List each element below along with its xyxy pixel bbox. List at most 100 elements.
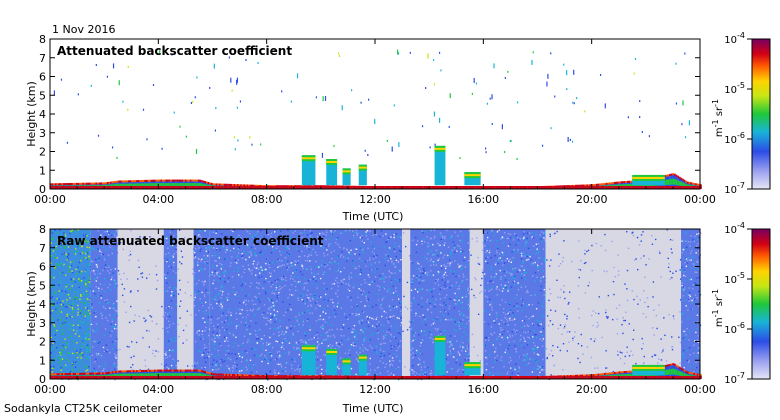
speckle xyxy=(255,322,257,324)
speckle xyxy=(352,305,354,308)
speckle xyxy=(275,280,278,283)
speckle xyxy=(349,354,351,356)
surface-layer xyxy=(305,186,307,189)
speckle xyxy=(382,286,385,288)
speckle xyxy=(201,333,203,336)
surface-layer xyxy=(417,186,419,189)
speckle xyxy=(233,251,235,253)
speckle xyxy=(225,270,227,273)
speckle xyxy=(271,282,273,284)
speckle xyxy=(439,232,442,235)
speckle xyxy=(63,357,65,359)
surface-layer xyxy=(649,186,652,189)
surface-layer xyxy=(87,186,90,189)
speckle xyxy=(247,339,249,341)
speckle xyxy=(233,229,235,232)
speckle xyxy=(180,250,183,252)
speckle xyxy=(201,269,203,271)
speckle xyxy=(218,334,221,336)
speckle xyxy=(194,284,197,287)
bl-top xyxy=(604,182,606,185)
surface-layer xyxy=(256,186,259,189)
speckle xyxy=(276,363,278,365)
surface-layer xyxy=(545,186,548,189)
speckle xyxy=(66,294,68,297)
speckle xyxy=(224,320,227,322)
speckle xyxy=(57,307,59,310)
speckle xyxy=(64,274,67,276)
speckle xyxy=(174,286,177,289)
speckle xyxy=(284,276,287,279)
speckle xyxy=(376,316,378,318)
speckle xyxy=(224,340,226,342)
speckle xyxy=(281,280,283,282)
speckle xyxy=(347,257,349,260)
surface-layer xyxy=(64,186,67,189)
speckle xyxy=(258,276,260,279)
speckle xyxy=(376,367,379,369)
surface-layer xyxy=(674,186,676,189)
bl-top xyxy=(254,184,257,187)
speckle xyxy=(53,323,55,326)
speckle xyxy=(96,277,99,279)
speckle xyxy=(85,358,88,360)
speckle xyxy=(296,241,299,243)
speckle xyxy=(85,290,88,292)
noise-segment xyxy=(177,229,194,379)
speckle xyxy=(201,258,203,261)
speckle xyxy=(267,360,270,362)
speckle xyxy=(383,281,385,283)
speckle xyxy=(228,369,231,372)
bl-top xyxy=(137,180,140,183)
speckle xyxy=(261,345,263,348)
noise-dot xyxy=(604,103,606,109)
noise-dot xyxy=(546,81,548,87)
speckle xyxy=(306,238,309,241)
speckle xyxy=(88,327,90,330)
noise-dot xyxy=(554,95,556,98)
speckle xyxy=(356,374,359,376)
speckle xyxy=(318,265,320,267)
speckle xyxy=(299,339,302,342)
noise-dot xyxy=(507,70,509,73)
speckle xyxy=(296,282,298,284)
speckle xyxy=(327,347,329,349)
speckle xyxy=(138,266,140,268)
speckle xyxy=(86,285,88,288)
surface-layer xyxy=(311,186,314,189)
speckle xyxy=(221,361,224,363)
speckle xyxy=(71,368,74,371)
speckle xyxy=(327,334,329,337)
speckle xyxy=(203,367,205,369)
speckle xyxy=(378,289,381,291)
bl-top xyxy=(665,174,668,177)
speckle xyxy=(217,271,219,273)
speckle xyxy=(352,260,354,262)
speckle xyxy=(253,266,256,269)
speckle xyxy=(345,316,348,319)
noise-dot xyxy=(547,73,549,79)
speckle xyxy=(50,336,53,339)
speckle xyxy=(396,306,398,308)
speckle xyxy=(447,312,450,315)
speckle xyxy=(324,293,327,296)
speckle xyxy=(55,340,57,342)
speckle xyxy=(97,259,100,261)
speckle xyxy=(381,357,383,359)
surface-layer xyxy=(321,186,324,189)
bl-core xyxy=(160,183,163,187)
speckle xyxy=(363,347,366,349)
speckle xyxy=(86,317,89,319)
speckle xyxy=(356,234,358,237)
speckle xyxy=(74,296,76,298)
speckle xyxy=(284,256,287,259)
speckle xyxy=(292,263,295,265)
surface-layer xyxy=(527,186,530,189)
speckle xyxy=(297,312,300,314)
speckle xyxy=(174,336,177,339)
speckle xyxy=(59,264,61,266)
surface-layer xyxy=(552,186,554,189)
speckle xyxy=(211,273,214,276)
speckle xyxy=(207,255,209,257)
speckle xyxy=(367,305,370,307)
